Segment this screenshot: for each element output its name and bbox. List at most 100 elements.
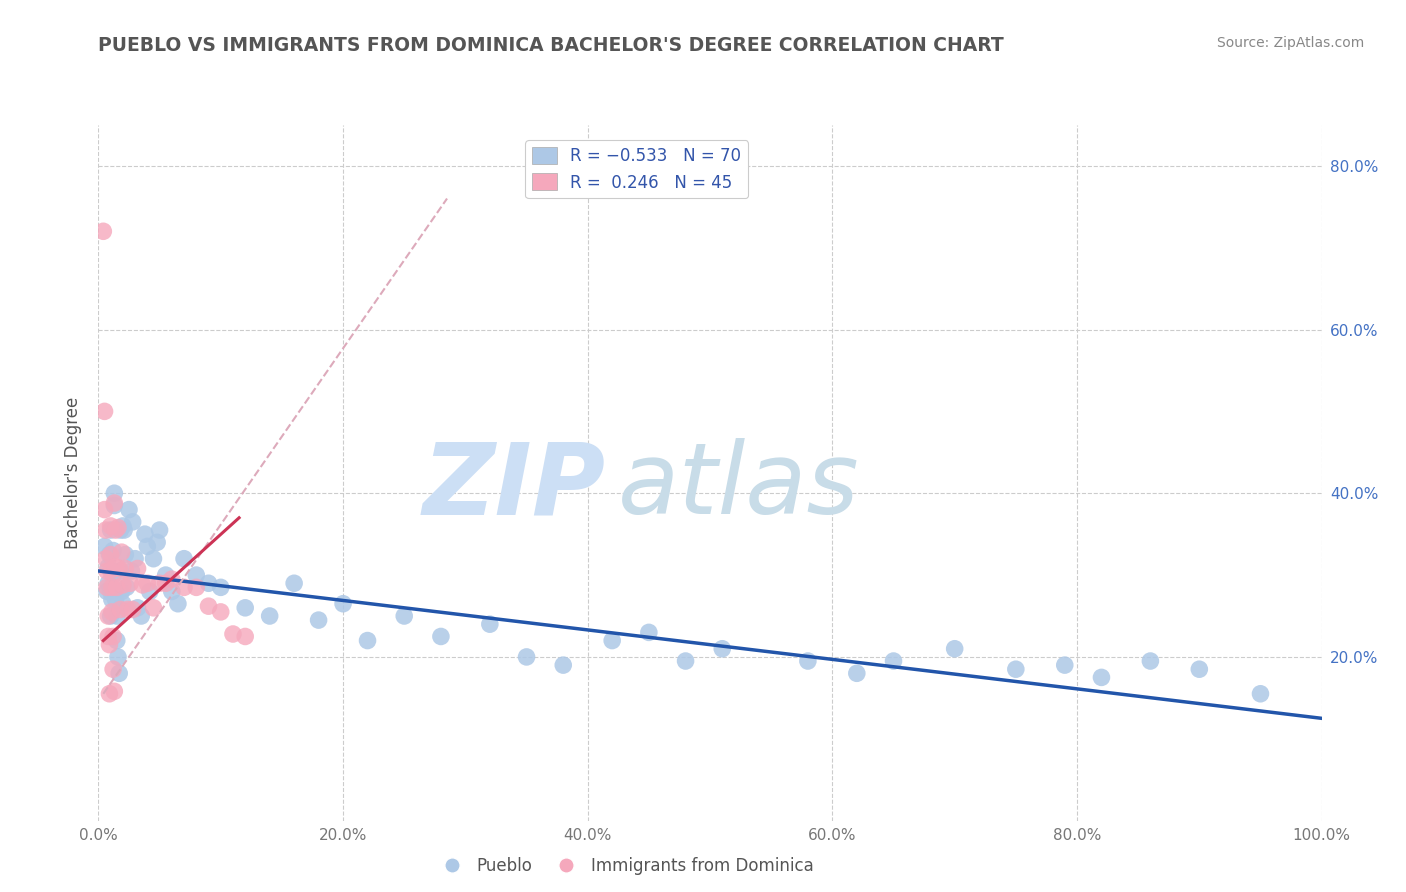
Point — [675, 654, 697, 668]
Point — [101, 662, 124, 676]
Point — [136, 576, 159, 591]
Point — [124, 551, 146, 566]
Point — [100, 523, 122, 537]
Point — [883, 654, 905, 668]
Point — [110, 564, 132, 578]
Point — [110, 523, 132, 537]
Point — [104, 592, 127, 607]
Point — [100, 564, 122, 578]
Point — [127, 600, 149, 615]
Point — [97, 576, 120, 591]
Point — [100, 609, 122, 624]
Point — [155, 568, 177, 582]
Point — [797, 654, 820, 668]
Point — [600, 633, 623, 648]
Point — [197, 599, 219, 614]
Point — [173, 580, 195, 594]
Point — [155, 576, 177, 591]
Point — [160, 584, 183, 599]
Point — [430, 630, 453, 644]
Point — [186, 568, 208, 582]
Point — [1188, 662, 1211, 676]
Point — [1090, 670, 1112, 684]
Point — [167, 597, 190, 611]
Point — [101, 592, 124, 607]
Point — [97, 630, 120, 644]
Point — [91, 224, 114, 238]
Point — [101, 605, 124, 619]
Point — [186, 580, 208, 594]
Point — [94, 523, 117, 537]
Point — [392, 609, 416, 624]
Point — [105, 609, 128, 624]
Text: Source: ZipAtlas.com: Source: ZipAtlas.com — [1216, 36, 1364, 50]
Point — [105, 633, 128, 648]
Point — [112, 523, 135, 537]
Point — [103, 684, 125, 698]
Point — [308, 613, 330, 627]
Legend: Pueblo, Immigrants from Dominica: Pueblo, Immigrants from Dominica — [429, 851, 820, 882]
Text: ZIP: ZIP — [423, 438, 606, 535]
Point — [103, 486, 125, 500]
Point — [711, 641, 734, 656]
Point — [111, 597, 134, 611]
Point — [96, 580, 118, 594]
Point — [121, 602, 143, 616]
Point — [131, 578, 153, 592]
Point — [283, 576, 305, 591]
Point — [100, 519, 122, 533]
Point — [93, 404, 115, 418]
Point — [104, 523, 127, 537]
Point — [93, 502, 115, 516]
Point — [845, 666, 868, 681]
Point — [129, 609, 152, 624]
Point — [111, 519, 134, 533]
Point — [1249, 687, 1271, 701]
Point — [515, 649, 537, 664]
Point — [118, 502, 141, 516]
Point — [94, 551, 117, 566]
Point — [478, 617, 501, 632]
Point — [114, 548, 136, 562]
Point — [233, 600, 256, 615]
Point — [146, 535, 169, 549]
Point — [100, 584, 122, 599]
Point — [134, 527, 156, 541]
Point — [101, 543, 124, 558]
Point — [356, 633, 378, 648]
Point — [638, 625, 661, 640]
Point — [104, 560, 127, 574]
Point — [111, 545, 134, 559]
Point — [111, 584, 134, 599]
Point — [142, 551, 165, 566]
Point — [142, 600, 165, 615]
Point — [149, 523, 172, 537]
Point — [101, 568, 124, 582]
Point — [96, 564, 118, 578]
Point — [100, 548, 122, 562]
Point — [149, 576, 172, 591]
Point — [97, 609, 120, 624]
Point — [1139, 654, 1161, 668]
Point — [108, 561, 131, 575]
Point — [110, 602, 132, 616]
Y-axis label: Bachelor's Degree: Bachelor's Degree — [65, 397, 83, 549]
Point — [107, 649, 129, 664]
Point — [105, 580, 128, 594]
Point — [160, 572, 183, 586]
Point — [943, 641, 966, 656]
Point — [1004, 662, 1026, 676]
Point — [97, 560, 120, 574]
Point — [121, 515, 143, 529]
Point — [101, 580, 124, 594]
Point — [139, 584, 162, 599]
Point — [98, 687, 121, 701]
Point — [96, 584, 118, 599]
Point — [222, 627, 245, 641]
Point — [209, 605, 232, 619]
Point — [108, 666, 131, 681]
Point — [127, 561, 149, 575]
Point — [114, 561, 136, 575]
Point — [173, 551, 195, 566]
Point — [233, 630, 256, 644]
